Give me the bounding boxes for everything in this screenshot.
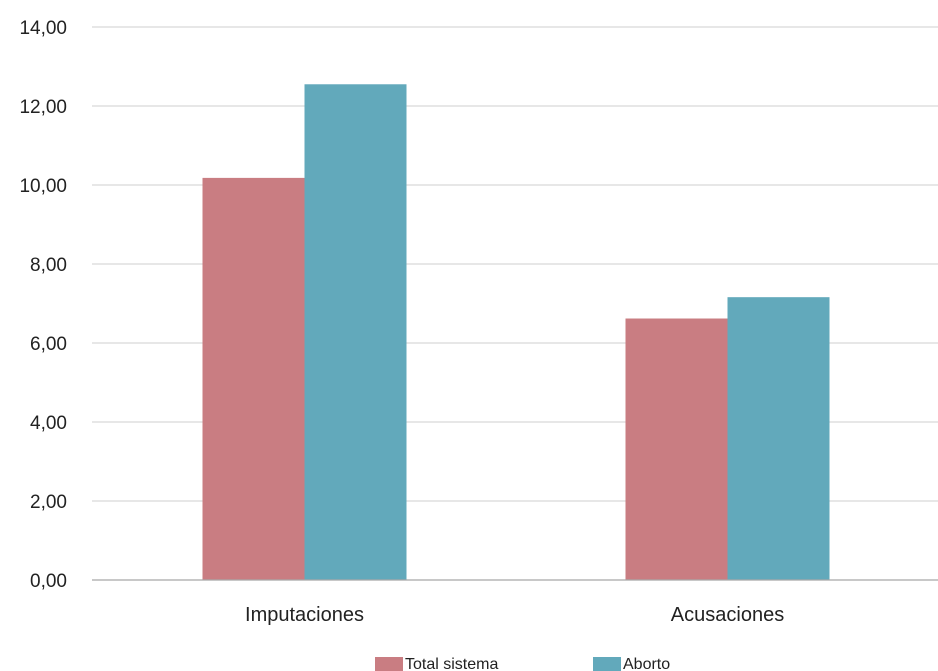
bars bbox=[202, 84, 830, 581]
bar-total-sistema-acusaciones bbox=[625, 318, 728, 580]
y-tick-label: 12,00 bbox=[19, 97, 67, 118]
y-tick-label: 14,00 bbox=[19, 18, 67, 39]
bar-aborto-acusaciones bbox=[727, 297, 830, 580]
y-axis-tick-labels: 0,00 2,00 4,00 6,00 8,00 10,00 12,00 14,00 bbox=[19, 18, 67, 592]
y-tick-label: 2,00 bbox=[30, 492, 67, 513]
legend-swatch bbox=[593, 657, 621, 671]
y-tick-label: 4,00 bbox=[30, 413, 67, 434]
bar-total-sistema-imputaciones bbox=[202, 177, 305, 580]
y-tick-label: 10,00 bbox=[19, 176, 67, 197]
x-axis-category-labels: Imputaciones Acusaciones bbox=[245, 604, 784, 626]
legend-label: Total sistema bbox=[405, 656, 498, 671]
y-tick-label: 8,00 bbox=[30, 255, 67, 276]
y-tick-label: 0,00 bbox=[30, 571, 67, 592]
legend-label: Aborto bbox=[623, 656, 670, 671]
legend: Total sistema Aborto bbox=[375, 656, 670, 671]
bar-aborto-imputaciones bbox=[304, 84, 407, 581]
y-tick-label: 6,00 bbox=[30, 334, 67, 355]
legend-swatch bbox=[375, 657, 403, 671]
x-category-label: Acusaciones bbox=[671, 604, 784, 626]
x-category-label: Imputaciones bbox=[245, 604, 364, 626]
